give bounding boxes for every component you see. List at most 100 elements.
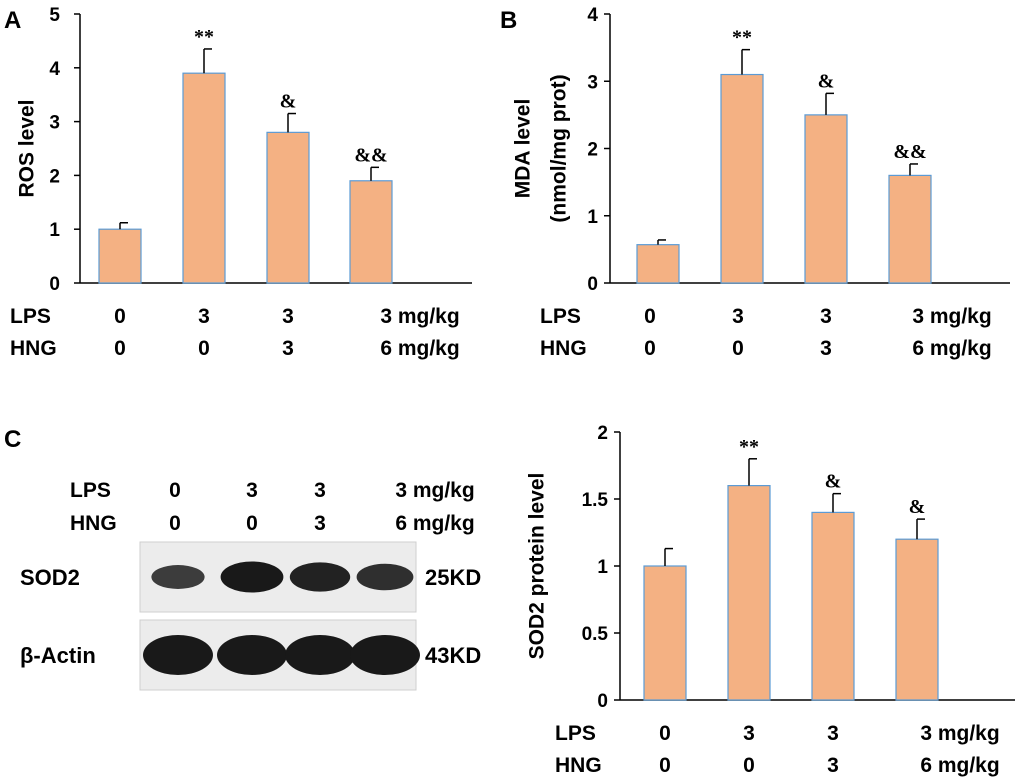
treatment-value: 0 xyxy=(198,337,210,360)
treatment-value: 0 xyxy=(743,754,755,777)
blot-row-value: 3 xyxy=(314,479,326,502)
treatment-value: 3 xyxy=(743,722,755,745)
blot-band xyxy=(285,635,355,675)
treatment-value: 0 xyxy=(114,337,126,360)
significance-label: ** xyxy=(732,27,752,49)
treatment-value: 0 xyxy=(659,754,671,777)
bar xyxy=(182,72,226,284)
y-tick-label: 4 xyxy=(587,5,598,26)
bar xyxy=(727,485,771,701)
blot-row-label: LPS xyxy=(70,479,111,502)
y-tick-label: 2 xyxy=(597,423,608,444)
blot-protein-label: SOD2 xyxy=(20,565,80,590)
blot-band xyxy=(289,562,351,592)
treatment-row-label: LPS xyxy=(540,305,581,328)
y-axis-label: ROS level xyxy=(15,99,38,197)
treatment-value: 0 xyxy=(732,337,744,360)
treatment-value: 6 mg/kg xyxy=(380,337,459,360)
blot-row-value: 0 xyxy=(169,479,181,502)
y-tick-label: 0 xyxy=(49,274,60,295)
treatment-row-label: LPS xyxy=(10,305,51,328)
blot-row-value: 0 xyxy=(169,512,181,535)
blot-protein-label: β-Actin xyxy=(20,643,96,668)
panel-label-b: B xyxy=(500,7,517,34)
treatment-value: 6 mg/kg xyxy=(912,337,991,360)
western-blot: LPS 0 3 3 3 mg/kg HNG 0 0 3 6 mg/kg SOD2 25KD β-Acti… xyxy=(20,479,481,691)
y-axis-label: MDA level xyxy=(511,99,534,199)
treatment-value: 0 xyxy=(644,305,656,328)
y-tick-label: 3 xyxy=(587,72,598,93)
significance-label: && xyxy=(354,144,387,166)
y-axis-label: (nmol/mg prot) xyxy=(547,74,570,222)
significance-label: & xyxy=(818,70,835,92)
bar xyxy=(895,538,939,701)
treatment-value: 3 mg/kg xyxy=(380,305,459,328)
significance-label: & xyxy=(280,91,297,113)
bar xyxy=(98,228,142,284)
significance-label: && xyxy=(893,141,926,163)
panel-label-c: C xyxy=(4,426,21,453)
treatment-value: 3 xyxy=(827,754,839,777)
treatment-value: 0 xyxy=(659,722,671,745)
y-axis-label: SOD2 protein level xyxy=(525,473,548,660)
blot-row-label: HNG xyxy=(70,512,117,535)
blot-band xyxy=(151,565,205,589)
blot-size-label: 43KD xyxy=(425,643,481,668)
treatment-row-label: LPS xyxy=(555,722,596,745)
y-tick-label: 3 xyxy=(49,113,60,134)
y-tick-label: 2 xyxy=(587,140,598,161)
bar xyxy=(266,131,310,284)
bar xyxy=(349,180,393,284)
treatment-value: 0 xyxy=(644,337,656,360)
blot-band xyxy=(143,635,213,675)
bar xyxy=(636,244,680,284)
blot-band xyxy=(217,635,287,675)
treatment-value: 3 xyxy=(820,337,832,360)
bar xyxy=(888,174,932,284)
significance-label: & xyxy=(825,471,842,493)
blot-row-value: 0 xyxy=(246,512,258,535)
y-tick-label: 5 xyxy=(49,5,60,26)
treatment-value: 0 xyxy=(114,305,126,328)
bar xyxy=(720,73,764,284)
y-tick-label: 0 xyxy=(597,691,608,712)
y-tick-label: 1 xyxy=(587,207,598,228)
treatment-value: 3 mg/kg xyxy=(912,305,991,328)
y-tick-label: 1.5 xyxy=(582,490,609,511)
significance-label: ** xyxy=(739,436,759,458)
treatment-value: 3 xyxy=(282,337,294,360)
blot-band xyxy=(350,635,420,675)
panel-label-a: A xyxy=(4,7,21,34)
significance-label: & xyxy=(909,496,926,518)
treatment-value: 3 xyxy=(820,305,832,328)
bar xyxy=(804,114,848,284)
blot-row-value: 3 xyxy=(314,512,326,535)
treatment-row-label: HNG xyxy=(540,337,587,360)
y-tick-label: 2 xyxy=(49,166,60,187)
y-tick-label: 0 xyxy=(587,274,598,295)
blot-band xyxy=(356,563,414,591)
significance-label: ** xyxy=(194,26,214,48)
blot-row-value: 6 mg/kg xyxy=(395,512,474,535)
y-tick-label: 0.5 xyxy=(582,624,609,645)
y-tick-label: 1 xyxy=(597,557,608,578)
treatment-value: 3 xyxy=(732,305,744,328)
treatment-row-label: HNG xyxy=(555,754,602,777)
treatment-value: 3 xyxy=(282,305,294,328)
treatment-value: 3 mg/kg xyxy=(920,722,999,745)
blot-size-label: 25KD xyxy=(425,565,481,590)
y-tick-label: 1 xyxy=(49,220,60,241)
bar xyxy=(643,565,687,701)
treatment-value: 3 xyxy=(827,722,839,745)
treatment-row-label: HNG xyxy=(10,337,57,360)
treatment-value: 3 xyxy=(198,305,210,328)
blot-row-value: 3 xyxy=(246,479,258,502)
treatment-value: 6 mg/kg xyxy=(920,754,999,777)
y-tick-label: 4 xyxy=(49,59,60,80)
bar xyxy=(811,511,855,701)
blot-row-value: 3 mg/kg xyxy=(395,479,474,502)
